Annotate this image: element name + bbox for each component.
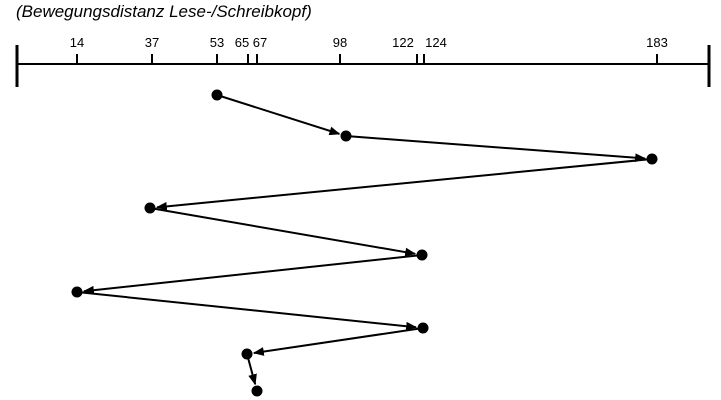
axis-tick-label: 183: [646, 35, 668, 50]
movement-segment: [216, 94, 341, 136]
data-point: [211, 89, 223, 101]
axis-tick-label: 37: [145, 35, 159, 50]
data-point: [340, 130, 352, 142]
movement-segment: [345, 135, 647, 163]
axis-tick-label: 124: [425, 35, 447, 50]
diagram-title: (Bewegungsdistanz Lese-/Schreibkopf): [16, 2, 312, 21]
axis-tick-label: 53: [210, 35, 224, 50]
data-point: [251, 385, 263, 397]
head-movement-path: [71, 89, 658, 397]
cylinder-axis: 14 37 53 65 67 98 122 124 183: [15, 35, 711, 87]
movement-segment: [76, 291, 418, 331]
axis-tick-label: 122: [392, 35, 414, 50]
axis-tick-label: 67: [253, 35, 267, 50]
axis-tick-label: 98: [333, 35, 347, 50]
axis-tick-label: 65: [235, 35, 249, 50]
data-point: [646, 153, 658, 165]
movement-segment: [155, 158, 653, 211]
data-point: [417, 322, 429, 334]
data-point: [144, 202, 156, 214]
data-point: [241, 348, 253, 360]
axis-tick-label: 14: [70, 35, 84, 50]
movement-segment: [149, 207, 417, 257]
movement-segment: [252, 327, 424, 356]
movement-segment: [82, 254, 423, 295]
data-point: [416, 249, 428, 261]
data-point: [71, 286, 83, 298]
